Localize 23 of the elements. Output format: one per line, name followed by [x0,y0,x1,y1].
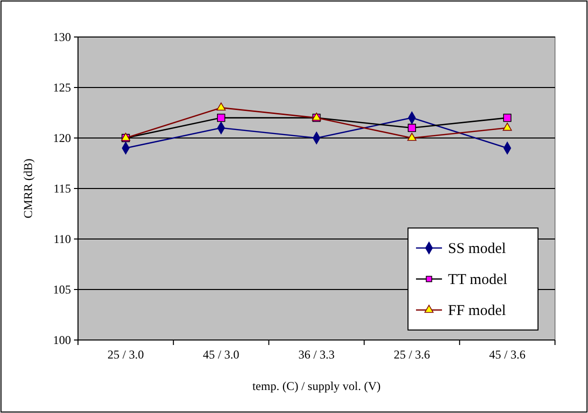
point [407,132,416,141]
x-tick-label: 45 / 3.0 [202,348,240,362]
y-axis-title: CMRR (dB) [21,158,35,218]
legend-label: SS model [448,241,506,257]
point [216,114,226,122]
point [503,114,512,122]
y-tick-label: 125 [53,80,71,94]
y-tick-label: 115 [53,181,71,196]
y-tick-label: 120 [53,130,71,145]
y-tick-label: 100 [53,332,71,347]
x-tick-label: 36 / 3.3 [298,348,335,362]
point [408,124,416,132]
x-tick-label: 45 / 3.6 [489,348,526,362]
legend-label: TT model [448,272,508,288]
y-tick-label: 130 [53,30,71,44]
x-tick-label: 25 / 3.6 [394,348,430,362]
legend-label: FF model [448,303,506,319]
x-tick-label: 25 / 3.0 [108,348,144,362]
y-tick-label: 105 [53,282,71,296]
point [502,122,512,131]
point [216,102,226,111]
y-tick-label: 110 [53,232,71,246]
x-axis-title: temp. (C) / supply vol. (V) [252,379,381,393]
